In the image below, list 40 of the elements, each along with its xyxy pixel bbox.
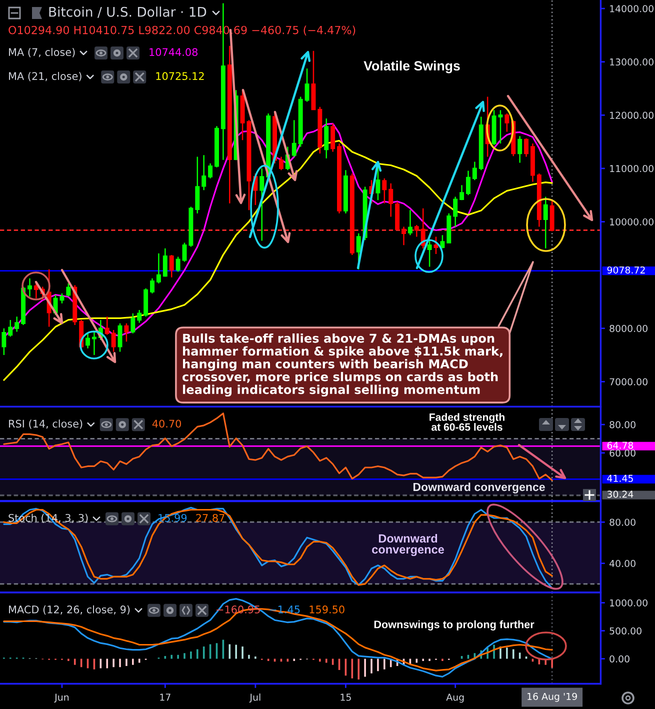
y-tick-label: 13000.00: [610, 58, 654, 66]
annotation: Downswings to prolong further: [374, 620, 534, 630]
text: MACD (12, 26, close, 9): [9, 605, 130, 615]
annotation: 10725.12: [156, 72, 204, 80]
ref-line-label: 30.24: [607, 490, 634, 498]
annotation: Bulls take-off rallies above 7 & 21-DMAs upon hammer formation & spike above $11.5k mark, hanging man counters with bearish MACD crossover, more price slumps on cards as both leading indicators signal selling momentum: [182, 333, 502, 397]
y-tick-label: 12000.00: [610, 112, 654, 119]
annotation: Faded strength at 60-65 levels: [430, 413, 504, 431]
annotation: 159.50: [310, 606, 344, 614]
y-tick-label: 500.00: [610, 627, 642, 634]
y-tick-label: 60.00: [610, 449, 636, 457]
x-tick-label: Jul: [249, 693, 260, 703]
annotation: Downward convergence: [372, 534, 444, 556]
y-tick-label: 80.00: [610, 518, 636, 526]
text: RSI (14, close): [9, 420, 82, 429]
annotation: Volatile Swings: [364, 60, 460, 74]
annotation: MA (21, close): [9, 72, 82, 82]
ref-line-label: 16 Aug '19: [528, 692, 577, 702]
ref-line-label: 9078.72: [607, 266, 645, 274]
y-tick-label: 0.00: [610, 655, 630, 662]
x-tick-label: 15: [340, 694, 351, 701]
annotation: Downward convergence: [413, 482, 545, 494]
chart-title: Bitcoin / U.S. Dollar · 1D: [49, 6, 206, 18]
annotation: 40.70: [152, 420, 182, 428]
y-tick-label: 40.00: [609, 560, 636, 568]
annotation: 10744.08: [150, 48, 198, 56]
x-tick-label: 17: [160, 694, 170, 701]
y-tick-label: 1000.00: [610, 599, 648, 606]
ref-line-label: 41.45: [607, 474, 633, 482]
y-tick-label: 7000.00: [610, 378, 648, 386]
x-tick-label: Aug: [446, 694, 464, 703]
y-tick-label: 8000.00: [610, 324, 648, 332]
y-tick-label: 80.00: [610, 421, 636, 428]
y-tick-label: 11000.00: [610, 165, 654, 172]
y-tick-label: 10000.00: [610, 218, 654, 226]
annotation: 27.87: [196, 514, 224, 522]
x-tick-label: Jun: [54, 694, 69, 703]
ref-line-label: 64.78: [607, 442, 634, 449]
annotation: MA (7, close): [9, 48, 75, 58]
y-tick-label: 14000.00: [610, 5, 654, 12]
